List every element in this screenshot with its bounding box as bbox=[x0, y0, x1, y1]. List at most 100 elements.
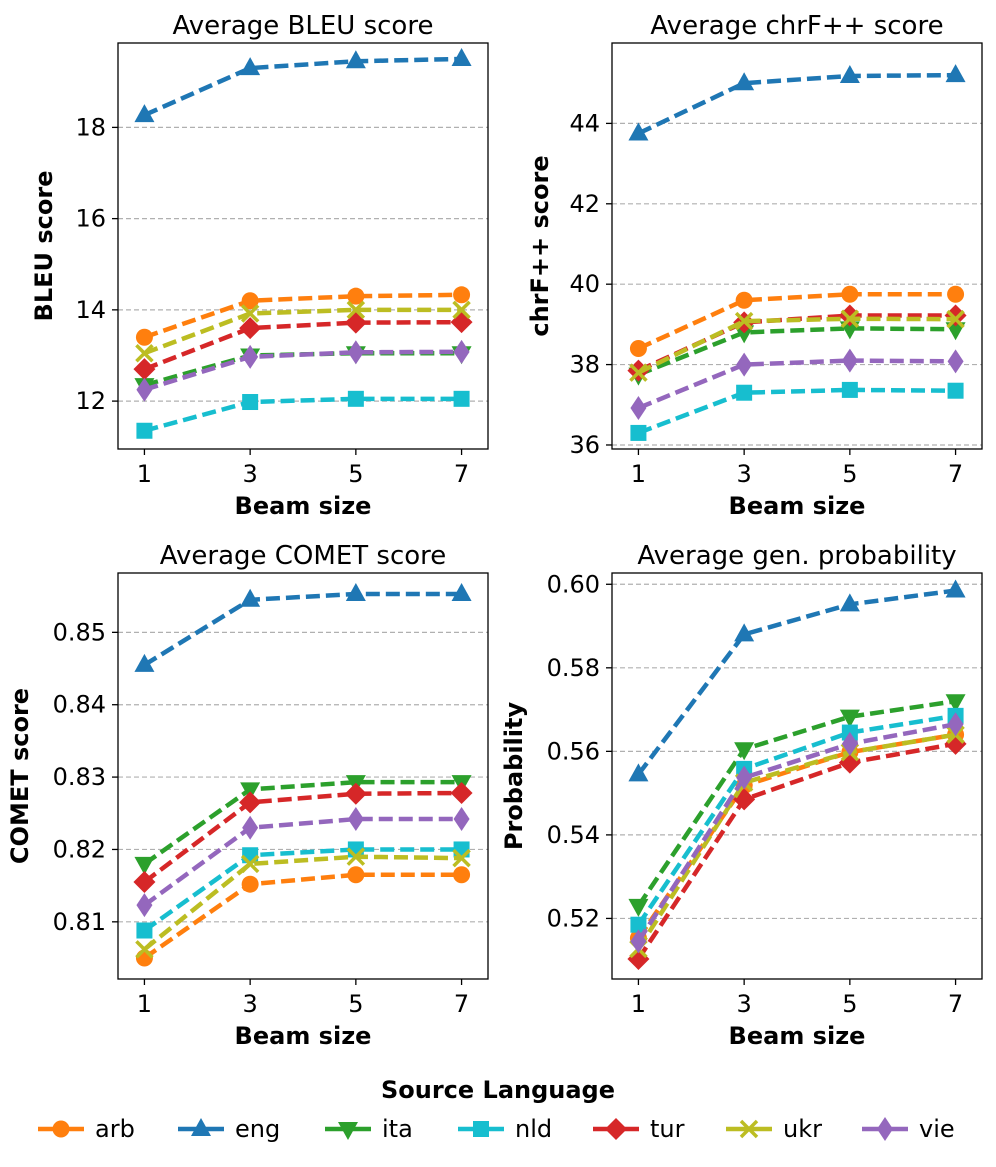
eng-marker bbox=[734, 623, 755, 642]
series-line-arb bbox=[637, 291, 956, 351]
legend-ita-marker bbox=[338, 1122, 358, 1140]
legend-item-tur: tur bbox=[593, 1115, 685, 1143]
legend-item-ukr: ukr bbox=[726, 1115, 822, 1143]
ukr-marker bbox=[452, 848, 471, 868]
vie-marker bbox=[736, 765, 753, 790]
legend-label: eng bbox=[235, 1115, 280, 1143]
vie-marker bbox=[947, 712, 964, 737]
eng-marker bbox=[734, 72, 755, 91]
y-tick-label: 40 bbox=[569, 270, 600, 298]
x-tick-label: 5 bbox=[348, 460, 363, 488]
nld-marker bbox=[736, 384, 753, 401]
y-tick-label: 0.81 bbox=[53, 908, 106, 936]
nld-marker bbox=[841, 381, 858, 398]
series-eng bbox=[628, 64, 966, 141]
vie-marker bbox=[630, 395, 647, 420]
series-tur bbox=[627, 304, 967, 382]
nld-marker bbox=[453, 390, 470, 407]
nld-marker bbox=[947, 382, 964, 399]
x-axis-label: Beam size bbox=[729, 492, 866, 520]
y-tick-label: 16 bbox=[75, 205, 106, 233]
nld-marker bbox=[630, 424, 647, 441]
plot-frame bbox=[117, 42, 489, 450]
series-line-nld bbox=[143, 396, 462, 433]
arb-marker bbox=[453, 286, 471, 304]
eng-marker bbox=[134, 104, 155, 123]
legend-eng-marker bbox=[191, 1118, 211, 1136]
y-tick-label: 0.85 bbox=[53, 618, 106, 646]
x-tick-label: 7 bbox=[948, 990, 963, 1018]
ita-marker bbox=[240, 782, 261, 801]
legend-title: Source Language bbox=[381, 1076, 615, 1104]
legend-item-nld: nld bbox=[458, 1115, 552, 1143]
x-tick-label: 1 bbox=[137, 460, 152, 488]
x-tick-label: 3 bbox=[737, 990, 752, 1018]
eng-marker bbox=[240, 57, 261, 76]
ukr-marker bbox=[240, 854, 260, 874]
series-ukr bbox=[629, 309, 965, 382]
series-line-eng bbox=[637, 72, 956, 136]
eng-marker bbox=[345, 582, 366, 601]
series-line-ita bbox=[636, 699, 956, 908]
ukr-marker bbox=[135, 940, 154, 959]
nld-marker bbox=[242, 394, 259, 411]
tur-marker bbox=[450, 311, 473, 334]
x-tick-label: 7 bbox=[454, 460, 469, 488]
series-line-nld bbox=[636, 713, 956, 926]
series-vie bbox=[630, 712, 964, 954]
vie-marker bbox=[630, 929, 647, 954]
eng-marker bbox=[345, 50, 366, 69]
x-axis-label: Beam size bbox=[235, 1022, 372, 1050]
series-line-eng bbox=[636, 588, 956, 776]
series-line-vie bbox=[143, 816, 462, 907]
series-line-nld bbox=[143, 847, 462, 933]
ukr-marker bbox=[346, 847, 366, 866]
series-ita bbox=[628, 694, 966, 917]
series-arb bbox=[629, 285, 965, 358]
nld-marker bbox=[136, 922, 153, 939]
series-eng bbox=[134, 47, 472, 123]
arb-marker bbox=[241, 875, 259, 893]
y-tick-label: 36 bbox=[569, 431, 600, 459]
legend-label: ita bbox=[382, 1115, 413, 1143]
tur-marker bbox=[838, 304, 861, 327]
tur-marker bbox=[239, 317, 262, 340]
legend-item-vie: vie bbox=[862, 1115, 955, 1143]
chart-title: Average chrF++ score bbox=[650, 11, 943, 41]
eng-marker bbox=[628, 122, 649, 141]
nld-marker bbox=[242, 847, 259, 864]
series-arb bbox=[135, 286, 471, 346]
legend-vie-marker bbox=[877, 1117, 893, 1141]
series-line-vie bbox=[143, 349, 462, 392]
legend-nld-marker bbox=[473, 1121, 489, 1137]
y-tick-label: 0.60 bbox=[547, 570, 600, 598]
ita-marker bbox=[945, 322, 966, 341]
legend-label: vie bbox=[919, 1115, 955, 1143]
arb-marker bbox=[629, 340, 647, 358]
vie-marker bbox=[242, 815, 259, 840]
legend-label: arb bbox=[95, 1115, 135, 1143]
series-line-tur bbox=[143, 790, 462, 884]
eng-marker bbox=[628, 763, 649, 782]
nld-marker bbox=[630, 916, 647, 933]
y-tick-label: 18 bbox=[75, 113, 106, 141]
tur-marker bbox=[239, 791, 262, 814]
series-line-ita bbox=[143, 350, 462, 388]
y-tick-label: 44 bbox=[569, 109, 600, 137]
y-tick-label: 0.84 bbox=[53, 691, 106, 719]
plot-frame bbox=[611, 42, 983, 450]
eng-marker bbox=[451, 47, 472, 66]
x-tick-label: 3 bbox=[243, 990, 258, 1018]
tur-marker bbox=[133, 358, 156, 381]
series-line-arb bbox=[143, 872, 462, 960]
chrf-chart: 36 38 40 42 44 1 3 5 7 Average chrF++ score Beam s… bbox=[526, 11, 983, 520]
eng-marker bbox=[451, 582, 472, 601]
legend-tur-marker bbox=[605, 1118, 627, 1140]
vie-marker bbox=[347, 807, 364, 832]
arb-marker bbox=[347, 866, 365, 884]
legend-item-ita: ita bbox=[325, 1115, 413, 1143]
arb-marker bbox=[453, 866, 471, 884]
series-line-ukr bbox=[636, 732, 956, 951]
ita-marker bbox=[839, 709, 860, 728]
series-ukr bbox=[135, 300, 471, 363]
